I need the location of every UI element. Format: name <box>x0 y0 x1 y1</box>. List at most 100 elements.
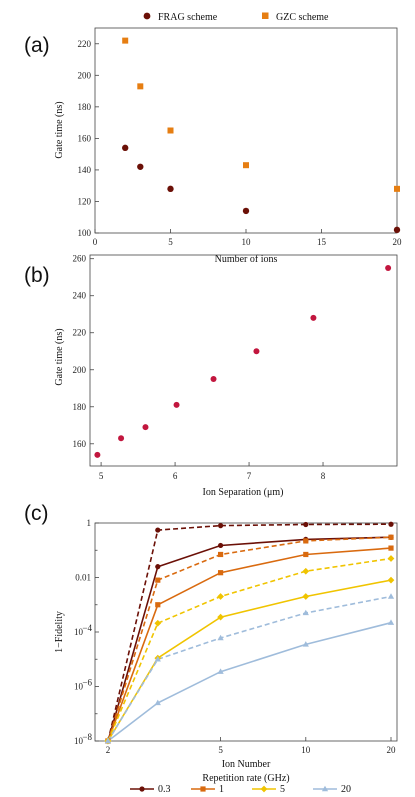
data-marks-a <box>122 37 401 234</box>
y-tick-label-b: 240 <box>73 291 87 301</box>
data-point-b <box>94 451 101 458</box>
y-axis-label-c: 1−Fidelity <box>54 611 65 653</box>
y-tick-label-a: 120 <box>78 196 92 206</box>
data-point-c-1 <box>303 538 309 544</box>
legend-label-frag: FRAG scheme <box>158 12 218 23</box>
data-point-c-0_3 <box>155 527 161 533</box>
data-point-c-0_3 <box>155 564 161 570</box>
y-tick-label-c: 0.01 <box>75 573 91 583</box>
x-tick-label-b: 8 <box>321 471 326 481</box>
y-tick-label-a: 180 <box>78 102 92 112</box>
data-point-frag <box>167 185 174 193</box>
series-line-1-dashed <box>107 536 392 742</box>
series-line-5 <box>107 579 392 742</box>
x-tick-label-c: 2 <box>106 745 111 755</box>
x-tick-label-b: 7 <box>247 471 252 481</box>
legend-marker-frag <box>143 12 151 20</box>
x-tick-label-a: 0 <box>93 237 98 247</box>
data-point-b <box>173 401 180 408</box>
data-point-c-0_3 <box>388 521 394 527</box>
data-point-b <box>385 264 392 271</box>
data-point-c-20 <box>217 634 224 641</box>
data-point-frag <box>137 163 144 170</box>
plot-frame-a <box>94 27 398 234</box>
plot-frame-b <box>89 254 398 467</box>
legend-label-5: 5 <box>280 784 285 795</box>
data-point-frag <box>242 207 250 215</box>
data-point-c-0_3 <box>303 521 309 528</box>
legend-marker-1 <box>200 786 206 792</box>
data-point-b <box>118 435 125 442</box>
legend-a: FRAG scheme GZC scheme <box>143 12 329 23</box>
data-point-c-1 <box>217 570 224 576</box>
data-lines-c <box>107 523 392 742</box>
data-point-c-20 <box>154 699 161 706</box>
x-tick-label-c: 10 <box>301 745 311 755</box>
x-tick-label-c: 20 <box>387 745 397 755</box>
legend-marker-gzc <box>262 12 269 19</box>
panel-label-b: (b) <box>24 264 50 287</box>
x-tick-label-a: 10 <box>242 237 252 247</box>
y-tick-label-a: 160 <box>78 133 92 143</box>
legend-label-0_3: 0.3 <box>158 784 171 795</box>
y-tick-exponent-c: −4 <box>82 623 92 633</box>
legend-label-20: 20 <box>341 784 351 795</box>
y-tick-label-b: 200 <box>73 365 87 375</box>
data-point-c-20 <box>104 737 112 744</box>
data-point-c-1 <box>388 534 394 540</box>
x-tick-label-b: 6 <box>173 471 178 481</box>
legend-marker-0_3 <box>139 786 145 792</box>
data-point-frag <box>393 226 401 234</box>
data-point-c-0_3 <box>217 542 224 549</box>
data-point-c-20 <box>302 609 309 616</box>
data-point-c-5 <box>217 593 224 600</box>
data-point-c-20 <box>154 656 161 662</box>
y-axis-label-a: Gate time (ns) <box>54 101 65 158</box>
y-tick-label-c: 10 <box>74 736 84 746</box>
y-tick-label-c: 10 <box>74 627 84 637</box>
series-line-0_3 <box>107 536 392 742</box>
data-point-gzc <box>122 37 129 44</box>
data-point-c-5 <box>154 619 162 627</box>
data-point-gzc <box>137 83 144 90</box>
data-point-c-20 <box>217 668 224 674</box>
series-line-20 <box>107 621 392 742</box>
data-point-c-20 <box>387 619 395 625</box>
data-point-c-1 <box>155 577 161 583</box>
data-point-c-5 <box>302 593 310 600</box>
data-point-b <box>210 376 217 383</box>
y-tick-label-a: 200 <box>78 70 92 80</box>
legend-c: 0.3 1 5 20 <box>130 784 351 795</box>
x-tick-label-a: 5 <box>168 237 173 247</box>
data-point-c-1 <box>388 545 394 551</box>
data-point-gzc <box>394 185 400 192</box>
series-line-5-dashed <box>107 557 392 742</box>
data-point-gzc <box>167 127 174 134</box>
axis-ticks-b: 5 6 7 8 160 180 200 220 240 260 <box>73 254 326 481</box>
data-point-c-1 <box>155 602 161 608</box>
x-tick-label-a: 20 <box>393 237 403 247</box>
legend-label-gzc: GZC scheme <box>276 12 329 23</box>
data-point-gzc <box>243 162 249 169</box>
y-tick-label-c: 10 <box>74 682 84 692</box>
y-axis-label-b: Gate time (ns) <box>54 328 65 385</box>
data-point-c-5 <box>387 576 395 584</box>
x-tick-label-a: 15 <box>317 237 327 247</box>
data-point-c-0_3 <box>217 523 224 529</box>
y-tick-label-b: 160 <box>73 439 87 449</box>
y-tick-label-b: 180 <box>73 402 87 412</box>
axis-ticks-a: 0 5 10 15 20 100 120 140 160 180 200 220 <box>78 39 403 247</box>
y-tick-label-a: 140 <box>78 165 92 175</box>
data-point-c-20 <box>302 641 309 647</box>
y-tick-exponent-c: −6 <box>82 678 92 688</box>
data-point-c-5 <box>302 567 310 575</box>
y-tick-label-a: 220 <box>78 39 92 49</box>
data-point-b <box>253 348 260 355</box>
panel-b: (b) 5 6 7 8 160 180 200 220 240 260 Ion Separatio… <box>24 254 398 498</box>
data-marks-c <box>104 521 395 745</box>
legend-marker-5 <box>260 785 268 793</box>
legend-label-1: 1 <box>219 784 224 795</box>
y-tick-label-b: 220 <box>73 328 87 338</box>
